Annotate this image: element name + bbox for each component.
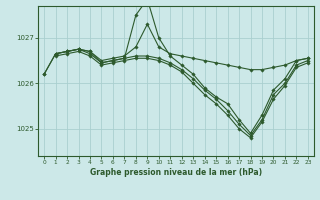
X-axis label: Graphe pression niveau de la mer (hPa): Graphe pression niveau de la mer (hPa) <box>90 168 262 177</box>
